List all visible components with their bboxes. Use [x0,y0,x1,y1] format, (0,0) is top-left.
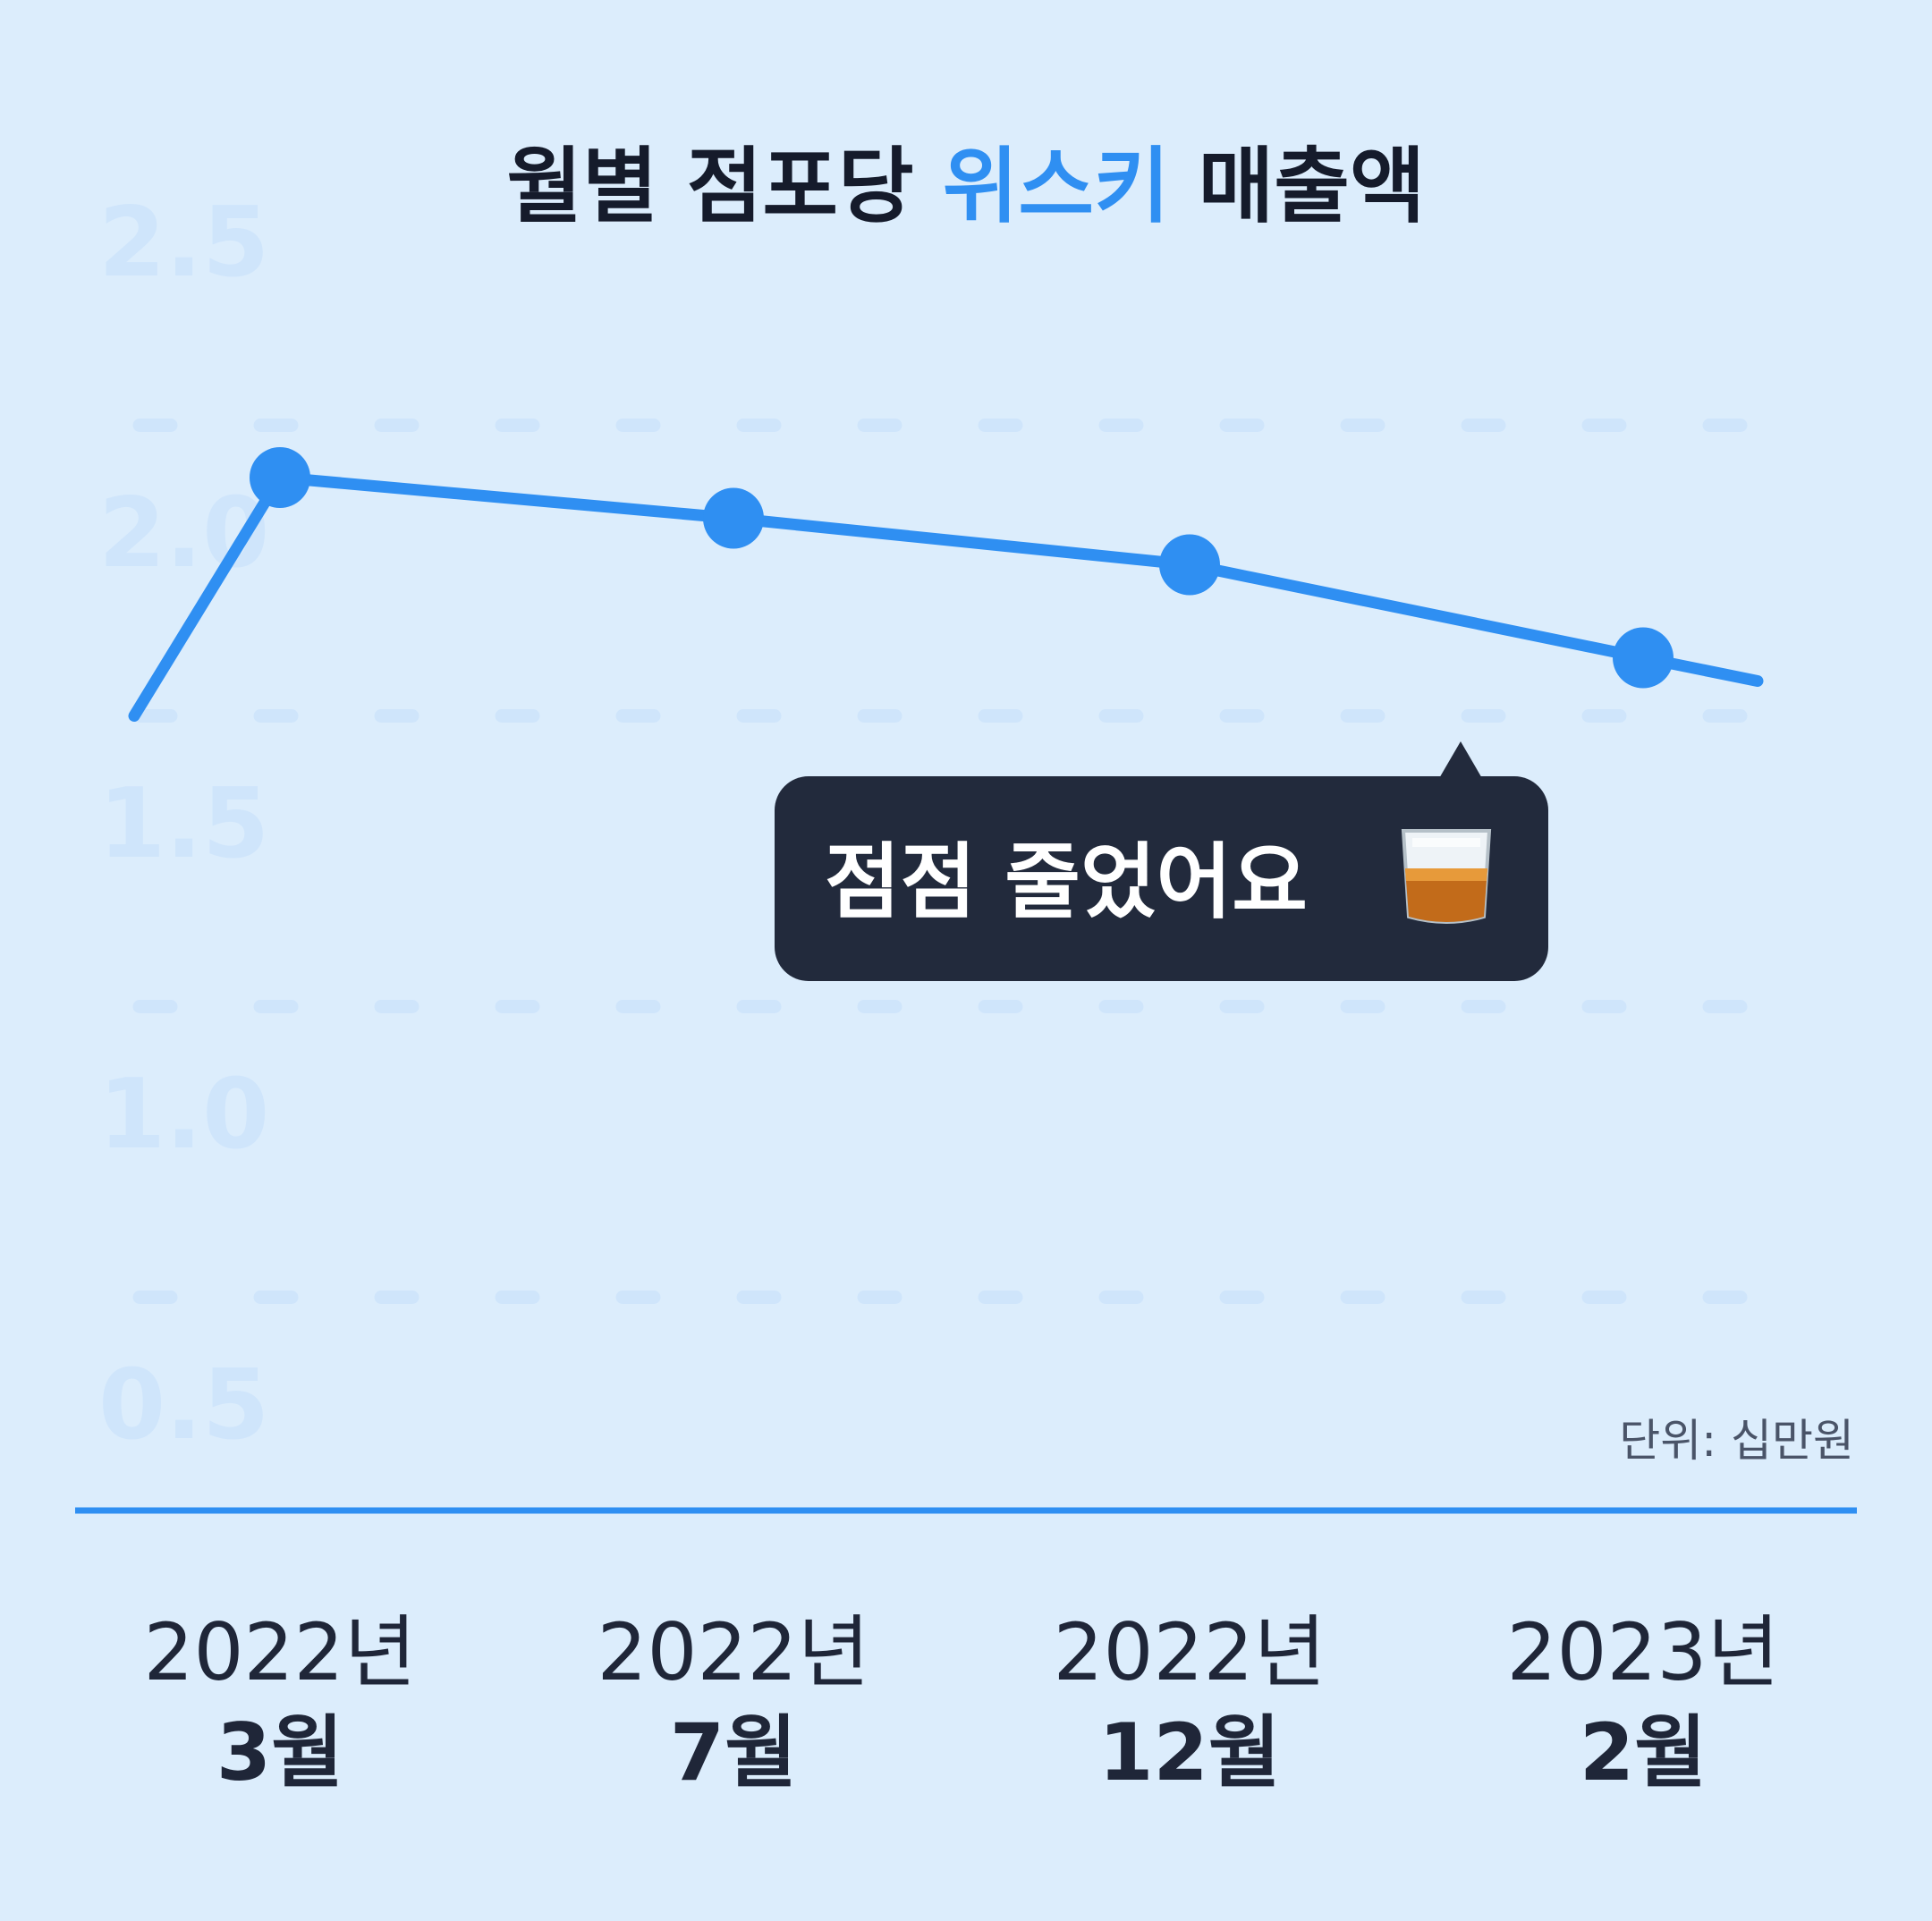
x-tick-year: 2022년 [1054,1606,1326,1698]
x-tick-year: 2022년 [144,1606,417,1698]
series-layer [128,447,1764,722]
data-point [250,447,310,508]
x-tick-month: 2월 [1580,1706,1707,1798]
y-tick-labels: 2.52.01.51.00.5 [98,187,269,1461]
gridlines [132,419,1818,1304]
title-part-3: 매출액 [1170,139,1426,234]
x-tick-month: 7월 [670,1706,797,1798]
chart-title: 월별 점포당 위스키 매출액 [506,139,1425,234]
x-tick-year: 2022년 [597,1606,870,1698]
title-highlight: 위스키 [943,139,1170,234]
y-tick-label: 1.5 [98,768,269,880]
data-point [1159,534,1220,596]
x-tick-year: 2023년 [1507,1606,1780,1698]
whisky-glass-icon [1401,829,1492,924]
data-point [703,487,764,549]
y-tick-label: 0.5 [98,1350,269,1461]
data-point [1613,627,1674,689]
y-tick-label: 1.0 [98,1059,269,1171]
title-part-1: 월별 점포당 [506,139,942,234]
callout-text: 점점 줄었어요 [825,834,1308,930]
unit-label: 단위: 십만원 [1619,1415,1854,1467]
callout-pointer [1438,741,1483,780]
callout-box [775,776,1548,981]
annotation-callout: 점점 줄었어요 [775,741,1548,981]
x-tick-month: 3월 [216,1706,343,1798]
series-line [128,471,1764,722]
x-tick-month: 12월 [1098,1706,1280,1798]
y-tick-label: 2.5 [98,187,269,299]
